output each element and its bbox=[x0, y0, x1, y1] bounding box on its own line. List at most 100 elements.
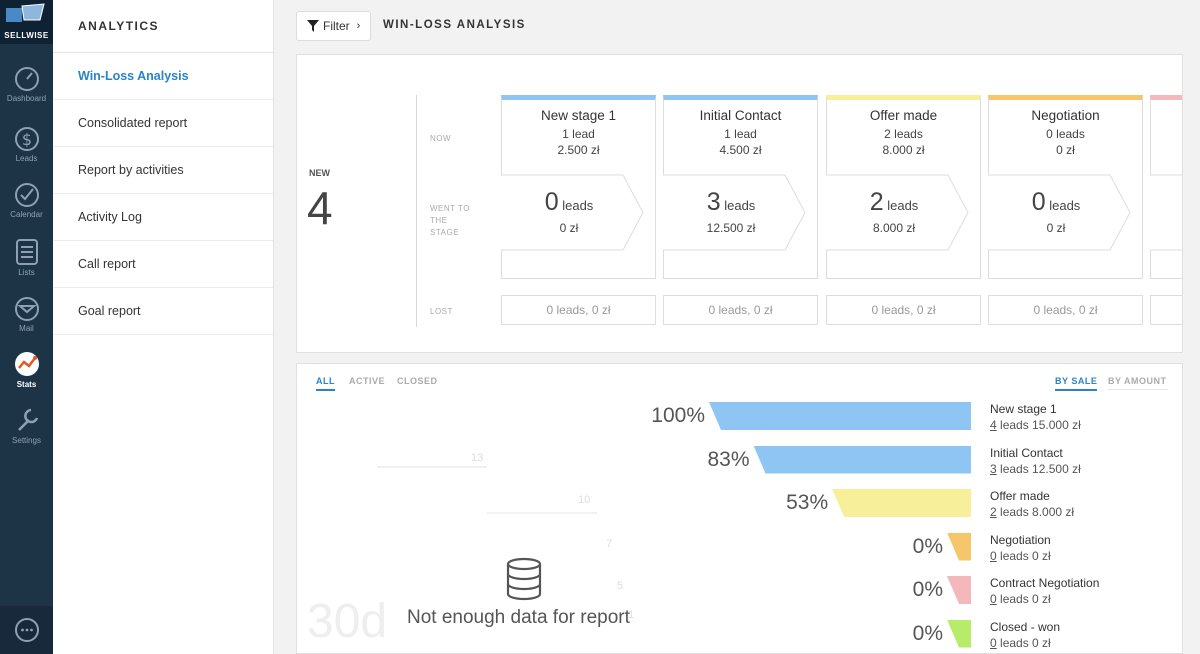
chart-bar[interactable] bbox=[947, 619, 971, 648]
sidebar-item-consolidated[interactable]: Consolidated report bbox=[53, 100, 273, 147]
ghost-tick: 5 bbox=[617, 580, 624, 592]
sidebar-item-call-report[interactable]: Call report bbox=[53, 241, 273, 288]
dollar-icon: $ bbox=[14, 127, 39, 151]
stage-went-unit: leads bbox=[887, 198, 919, 213]
database-icon bbox=[506, 557, 542, 601]
stage-now-amount: 4.500 zł bbox=[719, 143, 762, 157]
chart-stage-label: Initial Contact 3 leads 12.500 zł bbox=[990, 445, 1081, 477]
filter-label: Filter bbox=[323, 19, 350, 33]
stage-now-leads: 0 leads bbox=[1046, 127, 1085, 141]
sidebar-item-activities[interactable]: Report by activities bbox=[53, 147, 273, 194]
stage-name: Initial Contact bbox=[699, 108, 782, 123]
chart-percent-label: 0% bbox=[912, 534, 943, 558]
ghost-line bbox=[377, 466, 487, 468]
funnel-icon bbox=[307, 20, 319, 32]
row-label-lost: LOST bbox=[430, 307, 453, 316]
chevron-arrow-shape bbox=[501, 174, 644, 251]
chart-lead-count-link[interactable]: 3 bbox=[990, 461, 997, 476]
stage-card[interactable]: New stage 1 1 lead 2.500 zł 0 leads 0 zł bbox=[501, 95, 656, 279]
nav-leads[interactable]: $ Leads bbox=[0, 124, 53, 163]
stage-went-count: 3 bbox=[706, 188, 721, 216]
chart-lead-count-link[interactable]: 0 bbox=[990, 548, 997, 563]
stage-now-amount: 0 zł bbox=[1056, 143, 1075, 157]
chart-lead-count-link[interactable]: 0 bbox=[990, 635, 997, 650]
chart-bar[interactable] bbox=[947, 532, 971, 561]
sidebar-item-goal-report[interactable]: Goal report bbox=[53, 288, 273, 335]
chart-stage-summary: 4 leads 15.000 zł bbox=[990, 417, 1081, 433]
tab-by-amount[interactable]: BY AMOUNT bbox=[1108, 376, 1168, 390]
ghost-tick: 13 bbox=[471, 452, 484, 464]
filter-button[interactable]: Filter › bbox=[296, 11, 371, 41]
chart-bar[interactable] bbox=[753, 445, 971, 474]
ghost-period: 30d bbox=[307, 595, 388, 648]
nav-mail-label: Mail bbox=[19, 324, 34, 333]
stage-name: Negotiation bbox=[1031, 108, 1100, 123]
stage-card[interactable]: C bbox=[1150, 95, 1182, 279]
chart-percent-label: 0% bbox=[912, 578, 943, 601]
chart-lead-summary: leads 0 zł bbox=[996, 548, 1051, 563]
nav-calendar-label: Calendar bbox=[10, 210, 43, 219]
nav-settings[interactable]: Settings bbox=[0, 406, 53, 445]
mail-icon bbox=[14, 297, 39, 321]
stage-now-leads: 1 lead bbox=[724, 127, 757, 141]
sidebar-item-win-loss[interactable]: Win-Loss Analysis bbox=[53, 53, 273, 100]
stage-lost: 0 leads, 0 zł bbox=[826, 295, 981, 325]
svg-text:$: $ bbox=[21, 130, 31, 149]
chart-stage-name: Contract Negotiation bbox=[990, 576, 1100, 590]
stage-name: C bbox=[1151, 108, 1182, 123]
stage-card[interactable]: Negotiation 0 leads 0 zł 0 leads 0 zł bbox=[988, 95, 1143, 279]
stage-went-amount: 12.500 zł bbox=[706, 221, 756, 235]
nav-dashboard[interactable]: Dashboard bbox=[0, 66, 53, 103]
stage-went-arrow: 2 leads 8.000 zł bbox=[825, 174, 971, 251]
chart-lead-count-link[interactable]: 2 bbox=[990, 505, 997, 519]
chart-stage-summary: 0 leads 0 zł bbox=[990, 635, 1060, 651]
nav-mail[interactable]: Mail bbox=[0, 296, 53, 333]
chart-bar[interactable] bbox=[709, 402, 971, 430]
funnel-panel: NEW 4 NOW WENT TO THE STAGE LOST New sta… bbox=[296, 54, 1183, 353]
chart-stage-label: Offer made 2 leads 8.000 zł bbox=[990, 488, 1074, 520]
tab-by-sale[interactable]: BY SALE bbox=[1055, 376, 1098, 391]
stage-lost: 0 leads, 0 zł bbox=[663, 295, 818, 325]
chart-bar[interactable] bbox=[947, 576, 971, 604]
stage-lost: 0 leads, 0 zł bbox=[501, 295, 656, 325]
ghost-tick: 1 bbox=[628, 609, 635, 621]
chart-percent-label: 0% bbox=[912, 621, 943, 645]
chart-bar[interactable] bbox=[832, 489, 971, 517]
tab-closed[interactable]: CLOSED bbox=[397, 376, 438, 386]
chart-lead-summary: leads 0 zł bbox=[996, 635, 1051, 650]
ghost-line bbox=[487, 512, 597, 514]
tab-active[interactable]: ACTIVE bbox=[349, 376, 386, 386]
logo-cart-icon bbox=[6, 3, 45, 22]
gauge-icon bbox=[14, 67, 39, 91]
ghost-tick: 7 bbox=[606, 538, 613, 550]
nav-calendar[interactable]: Calendar bbox=[0, 182, 53, 219]
chart-stage-name: New stage 1 bbox=[990, 402, 1057, 416]
tab-all[interactable]: ALL bbox=[316, 376, 335, 391]
nav-leads-label: Leads bbox=[15, 154, 38, 163]
nav-settings-label: Settings bbox=[12, 436, 41, 445]
chart-stage-name: Initial Contact bbox=[990, 445, 1063, 460]
stage-lost bbox=[1150, 295, 1182, 325]
stage-card[interactable]: Initial Contact 1 lead 4.500 zł 3 leads … bbox=[663, 95, 818, 279]
stage-went-unit: leads bbox=[1049, 198, 1081, 213]
stage-now-amount: 2.500 zł bbox=[557, 143, 600, 157]
wrench-icon bbox=[17, 408, 38, 431]
chart-stage-summary: 2 leads 8.000 zł bbox=[990, 504, 1074, 520]
chart-stage-label: Closed - won 0 leads 0 zł bbox=[990, 619, 1060, 651]
stage-name: Offer made bbox=[869, 108, 938, 123]
sellwise-logo[interactable]: SELLWISE bbox=[0, 0, 53, 44]
report-panel: ALL ACTIVE CLOSED BY SALE BY AMOUNT 13 1… bbox=[296, 363, 1183, 654]
chevron-arrow-shape bbox=[988, 174, 1131, 251]
chart-lead-count-link[interactable]: 0 bbox=[990, 592, 997, 606]
chart-lead-count-link[interactable]: 4 bbox=[990, 418, 997, 432]
chat-button[interactable] bbox=[0, 606, 53, 654]
stage-went-arrow: 3 leads 12.500 zł bbox=[662, 174, 808, 251]
nav-stats[interactable]: Stats bbox=[0, 350, 53, 389]
sidebar-item-activity-log[interactable]: Activity Log bbox=[53, 194, 273, 241]
check-circle-icon bbox=[14, 183, 39, 207]
nav-stats-label: Stats bbox=[16, 380, 37, 389]
nav-lists[interactable]: Lists bbox=[0, 238, 53, 277]
stage-went-arrow: 0 leads 0 zł bbox=[500, 174, 646, 251]
stage-card[interactable]: Offer made 2 leads 8.000 zł 2 leads 8.00… bbox=[826, 95, 981, 279]
stage-went-count: 2 bbox=[869, 188, 884, 216]
